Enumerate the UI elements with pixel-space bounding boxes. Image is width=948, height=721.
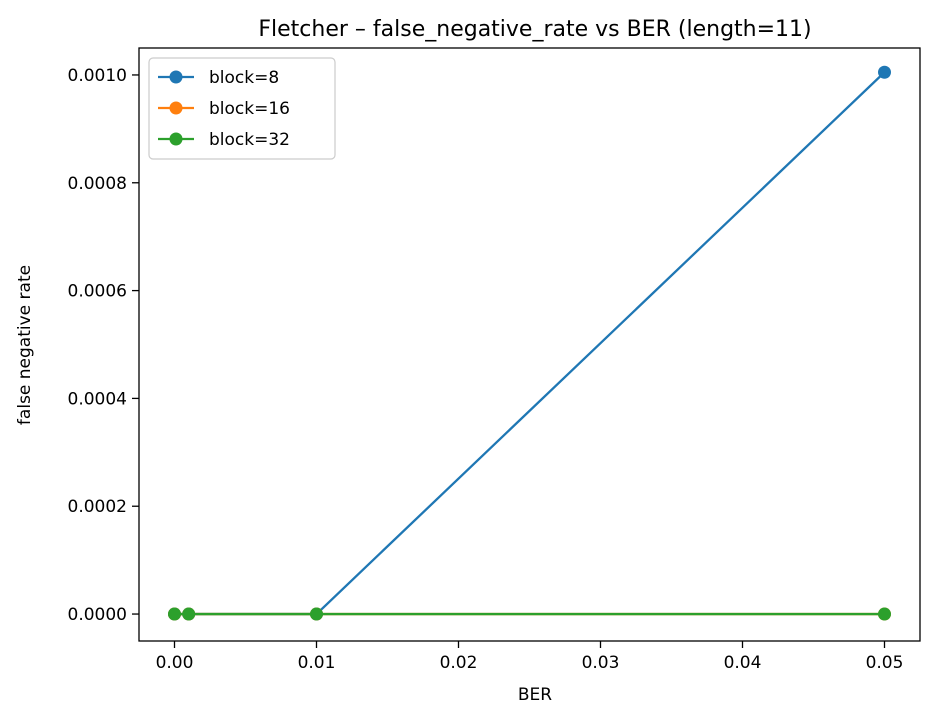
- series-0-point: [878, 65, 891, 79]
- legend-marker-2: [169, 132, 183, 146]
- x-tick-label: 0.02: [440, 653, 478, 673]
- legend-marker-0: [169, 70, 183, 84]
- y-tick-label: 0.0004: [68, 389, 127, 409]
- legend: block=8 block=16 block=32: [148, 57, 336, 160]
- plot-frame: [138, 47, 921, 642]
- y-tick-label: 0.0010: [68, 66, 127, 86]
- series-2-point: [310, 607, 323, 621]
- legend-label-1: block=16: [209, 99, 290, 119]
- x-tick-label: 0.04: [724, 653, 762, 673]
- legend-label-2: block=32: [209, 130, 290, 150]
- y-axis-label: false negative rate: [15, 265, 35, 425]
- x-tick-label: 0.03: [582, 653, 620, 673]
- legend-marker-1: [169, 101, 183, 115]
- y-tick-label: 0.0002: [68, 497, 127, 517]
- x-tick-label: 0.01: [298, 653, 336, 673]
- x-tick-label: 0.05: [866, 653, 904, 673]
- x-tick-label: 0.00: [156, 653, 194, 673]
- y-tick-label: 0.0000: [68, 605, 127, 625]
- legend-label-0: block=8: [209, 68, 279, 88]
- plot-area: 0.00 0.01 0.02 0.03 0.04 0.05 0.0000 0.0002 0.00…: [68, 65, 904, 673]
- series-2-point: [168, 607, 181, 621]
- x-axis-label: BER: [518, 685, 552, 705]
- y-tick-label: 0.0006: [68, 282, 127, 302]
- y-tick-label: 0.0008: [68, 174, 127, 194]
- legend-box: [148, 57, 336, 160]
- series-2-point: [878, 607, 891, 621]
- series-2-point: [182, 607, 196, 621]
- chart-title: Fletcher – false_negative_rate vs BER (l…: [258, 17, 811, 42]
